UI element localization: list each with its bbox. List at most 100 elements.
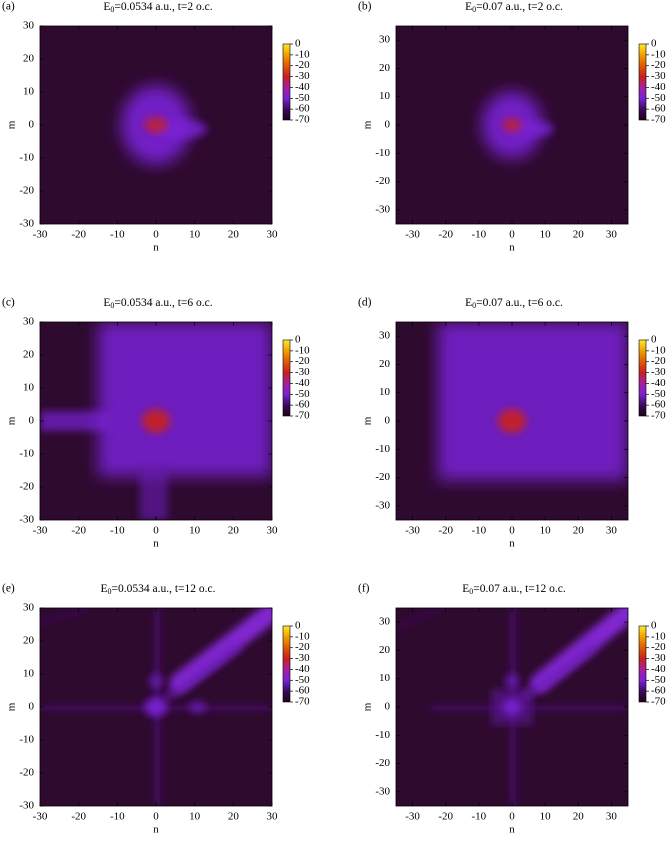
title-rest: =0.0534 a.u., t=12 o.c. — [112, 583, 216, 595]
x-tick-label: 10 — [540, 811, 552, 823]
heatmap-region — [98, 322, 272, 477]
x-tick-label: 30 — [606, 811, 618, 823]
x-tick-label: -30 — [33, 229, 48, 241]
y-tick-label: 10 — [23, 382, 35, 394]
heatmap — [40, 608, 272, 806]
y-tick-label: 30 — [379, 34, 391, 46]
panel-label: (d) — [358, 297, 372, 309]
y-tick-label: 10 — [23, 668, 35, 680]
x-tick-label: 10 — [540, 229, 552, 241]
y-tick-label: -10 — [375, 443, 390, 455]
title-sub: 0 — [472, 301, 476, 310]
x-tick-label: 0 — [153, 811, 159, 823]
y-axis-label: m — [362, 120, 374, 129]
x-tick-label: 10 — [189, 811, 201, 823]
colorbar-tick-label: -10 — [295, 344, 310, 356]
x-tick-label: 20 — [228, 229, 240, 241]
heatmap-region — [188, 701, 208, 713]
colorbar-tick-label: -40 — [651, 377, 666, 389]
y-tick-label: 30 — [23, 316, 35, 328]
y-tick-label: -10 — [375, 147, 390, 159]
title-main: E — [103, 1, 110, 13]
x-tick-label: 0 — [509, 229, 515, 241]
x-tick-label: 20 — [228, 525, 240, 537]
heatmap — [40, 26, 272, 224]
title-sub: 0 — [472, 5, 476, 14]
x-axis-label: n — [153, 824, 159, 836]
colorbar-tick-label: -30 — [295, 366, 310, 378]
heatmap-region — [502, 699, 522, 715]
colorbar-tick-label: 0 — [651, 38, 657, 50]
colorbar-tick-label: -70 — [651, 410, 666, 422]
panel-title: E0=0.0534 a.u., t=12 o.c. — [100, 583, 215, 596]
y-tick-label: 10 — [23, 86, 35, 98]
y-tick-label: 30 — [23, 20, 35, 32]
title-main: E — [100, 583, 107, 595]
heatmap-region — [396, 608, 445, 630]
y-tick-label: -20 — [375, 757, 390, 769]
colorbar-tick-label: -60 — [651, 399, 666, 411]
x-tick-label: -20 — [71, 525, 86, 537]
y-tick-label: -30 — [19, 514, 34, 526]
x-tick-label: -10 — [472, 229, 487, 241]
colorbar — [638, 43, 647, 121]
colorbar — [282, 625, 291, 703]
y-axis-label: m — [362, 702, 374, 711]
heatmap-region — [40, 411, 110, 431]
x-axis-label: n — [509, 242, 515, 254]
title-main: E — [103, 297, 110, 309]
x-tick-label: 10 — [540, 525, 552, 537]
heatmap — [396, 608, 628, 806]
colorbar-tick-label: 0 — [651, 620, 657, 632]
y-tick-label: 0 — [385, 701, 391, 713]
colorbar-tick-label: -60 — [295, 103, 310, 115]
y-tick-label: -30 — [375, 499, 390, 511]
colorbar-tick-label: -60 — [651, 685, 666, 697]
y-tick-label: 0 — [29, 119, 35, 131]
title-sub: 0 — [110, 301, 114, 310]
x-axis-label: n — [509, 538, 515, 550]
x-tick-label: 0 — [153, 229, 159, 241]
x-tick-label: -10 — [110, 811, 125, 823]
colorbar-tick-label: -60 — [651, 103, 666, 115]
y-tick-label: 30 — [379, 616, 391, 628]
y-tick-label: 10 — [379, 672, 391, 684]
y-tick-label: -20 — [375, 175, 390, 187]
y-tick-label: 20 — [379, 644, 391, 656]
y-tick-label: 10 — [379, 90, 391, 102]
heatmap-region — [505, 673, 519, 690]
x-tick-label: 20 — [573, 525, 585, 537]
y-tick-label: 0 — [29, 415, 35, 427]
title-rest: =0.0534 a.u., t=6 o.c. — [114, 297, 212, 309]
x-tick-label: -30 — [405, 229, 420, 241]
y-axis-label: m — [6, 120, 18, 129]
heatmap — [396, 322, 628, 520]
x-tick-label: 10 — [189, 229, 201, 241]
x-tick-label: 10 — [189, 525, 201, 537]
colorbar-tick-label: -30 — [295, 70, 310, 82]
title-main: E — [465, 297, 472, 309]
x-tick-label: -30 — [405, 811, 420, 823]
colorbar-tick-label: -20 — [295, 641, 310, 653]
panel-title: E0=0.07 a.u., t=6 o.c. — [465, 297, 563, 310]
heatmap-region — [502, 118, 522, 132]
y-tick-label: -20 — [19, 185, 34, 197]
colorbar-tick-label: -40 — [651, 81, 666, 93]
colorbar-tick-label: -60 — [295, 399, 310, 411]
colorbar-tick-label: -30 — [651, 652, 666, 664]
colorbar-tick-label: 0 — [651, 334, 657, 346]
title-main: E — [462, 583, 469, 595]
colorbar-tick-label: -50 — [651, 674, 666, 686]
y-tick-label: 0 — [29, 701, 35, 713]
panel-label: (b) — [358, 1, 372, 13]
x-tick-label: 20 — [573, 811, 585, 823]
colorbar — [282, 339, 291, 417]
colorbar — [638, 339, 647, 417]
panel-title: E0=0.0534 a.u., t=2 o.c. — [103, 1, 212, 14]
x-tick-label: 30 — [267, 525, 279, 537]
x-tick-label: 20 — [228, 811, 240, 823]
y-tick-label: 20 — [23, 635, 35, 647]
